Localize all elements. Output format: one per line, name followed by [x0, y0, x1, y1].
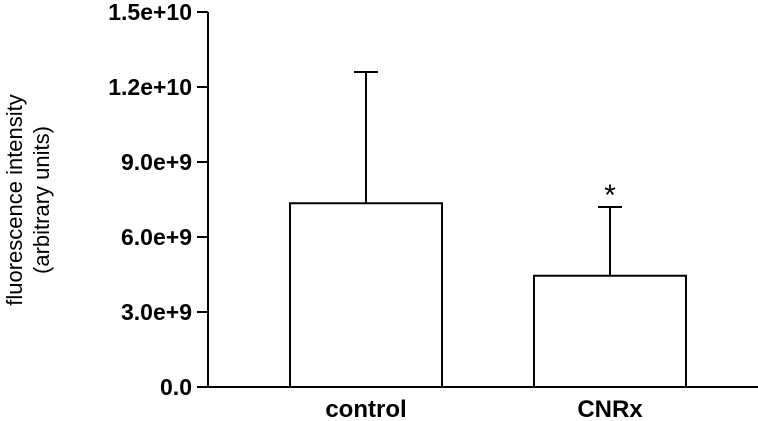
annotations: * [604, 179, 616, 212]
x-axis-labels: control CNRx [325, 396, 643, 421]
y-tick-label-1: 3.0e+9 [121, 299, 192, 325]
x-tick-label-control: control [325, 396, 406, 421]
bar-control [289, 202, 443, 388]
y-tick-label-3: 9.0e+9 [121, 149, 192, 175]
y-tick-label-5: 1.5e+10 [108, 0, 192, 25]
x-tick-label-cnrx: CNRx [577, 396, 643, 421]
y-tick-label-4: 1.2e+10 [108, 74, 192, 100]
y-axis-ticks: 0.0 3.0e+9 6.0e+9 9.0e+9 1.2e+10 1.5e+10 [108, 0, 208, 400]
significance-marker-0: * [604, 179, 616, 212]
y-tick-label-0: 0.0 [160, 374, 192, 400]
bar-cnrx [533, 274, 687, 388]
y-axis-title-line-1: fluorescence intensity [2, 94, 27, 306]
y-axis-title-line-2: (arbitrary units) [29, 126, 54, 274]
y-tick-label-2: 6.0e+9 [121, 224, 192, 250]
error-bars [354, 71, 622, 276]
bars [289, 202, 687, 388]
y-axis-title: fluorescence intensity (arbitrary units) [2, 94, 54, 306]
